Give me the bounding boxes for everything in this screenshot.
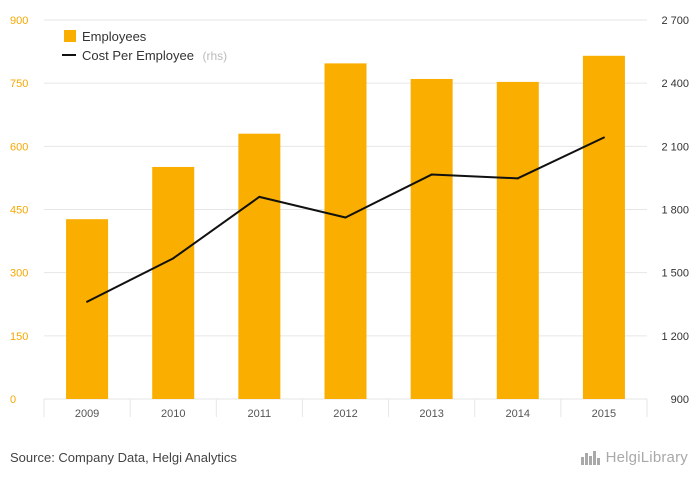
bar-employees-2015 (582, 55, 625, 400)
x-tick-label: 2015 (592, 408, 616, 420)
legend: Employees Cost Per Employee (rhs) (62, 29, 227, 64)
bar-employees-2014 (496, 81, 539, 400)
x-tick-label: 2010 (161, 408, 185, 420)
bars-employees (66, 55, 625, 400)
x-tick-label: 2013 (419, 408, 443, 420)
bar-employees-2011 (238, 133, 281, 399)
x-tick-label: 2014 (506, 408, 530, 420)
line-cost-per-employee (86, 136, 605, 303)
y-right-tick-label: 2 100 (661, 141, 689, 153)
chart-area: 0 900 150 1 200 300 1 500 450 1 800 600 2 100 750 2… (10, 15, 689, 420)
bar-employees-2010 (152, 166, 195, 399)
bar-employees-2013 (410, 78, 453, 399)
legend-label-employees: Employees (82, 29, 147, 44)
city-skyline-icon (580, 450, 600, 465)
y-right-tick-label: 1 800 (661, 205, 689, 217)
legend-label-cost: Cost Per Employee (82, 48, 194, 63)
y-left-tick-label: 0 (10, 394, 16, 406)
y-right-tick-label: 2 400 (661, 78, 689, 90)
logo-text: HelgiLibrary (605, 449, 688, 466)
axes: 0 900 150 1 200 300 1 500 450 1 800 600 2 100 750 2… (10, 15, 689, 420)
x-tick-label: 2012 (333, 408, 357, 420)
y-left-tick-label: 300 (10, 268, 28, 280)
point-cost-per-employee-2012 (344, 216, 347, 219)
point-cost-per-employee-2014 (516, 177, 519, 180)
y-right-tick-label: 1 200 (661, 331, 689, 343)
legend-label-cost-group: Cost Per Employee (rhs) (82, 47, 227, 64)
point-cost-per-employee-2013 (430, 173, 433, 176)
y-left-tick-label: 600 (10, 141, 28, 153)
helgi-library-logo: HelgiLibrary (580, 449, 688, 466)
x-tick-label: 2009 (75, 408, 99, 420)
bar-employees-2009 (66, 219, 109, 399)
bar-employees-2012 (324, 63, 367, 399)
point-cost-per-employee-2015 (602, 136, 605, 139)
point-cost-per-employee-2011 (258, 195, 261, 198)
x-tick-label: 2011 (248, 408, 272, 420)
source-note: Source: Company Data, Helgi Analytics (10, 450, 237, 465)
y-left-tick-label: 900 (10, 15, 28, 27)
y-left-tick-label: 750 (10, 78, 28, 90)
y-left-tick-label: 450 (10, 205, 28, 217)
y-right-tick-label: 2 700 (661, 15, 689, 27)
legend-rhs-note: (rhs) (202, 49, 227, 63)
legend-swatch-employees (64, 30, 76, 42)
y-right-tick-label: 900 (671, 394, 689, 406)
point-cost-per-employee-2010 (172, 257, 175, 260)
y-right-tick-label: 1 500 (661, 268, 689, 280)
y-left-tick-label: 150 (10, 331, 28, 343)
point-cost-per-employee-2009 (86, 300, 89, 303)
